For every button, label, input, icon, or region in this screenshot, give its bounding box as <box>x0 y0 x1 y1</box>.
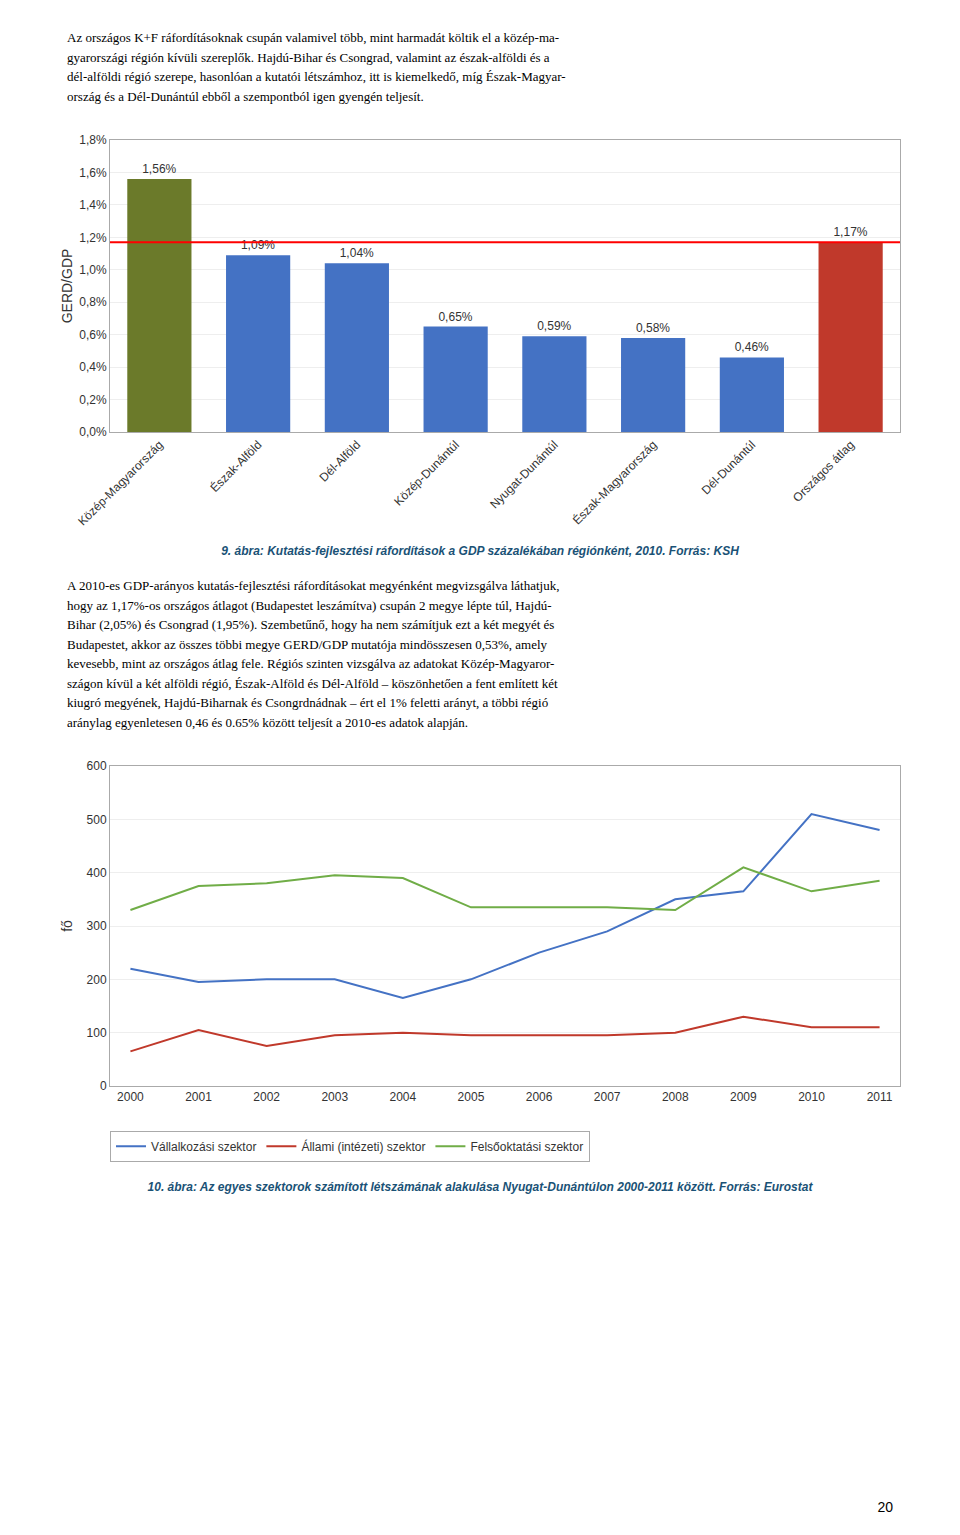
svg-text:1,09%: 1,09% <box>241 238 275 252</box>
svg-text:2011: 2011 <box>867 1090 893 1104</box>
svg-text:1,2%: 1,2% <box>79 231 107 245</box>
svg-text:0,6%: 0,6% <box>79 328 107 342</box>
html-text:20: 20 <box>877 1499 893 1515</box>
svg-text:Észak-Magyarország: Észak-Magyarország <box>569 437 659 527</box>
svg-text:0,0%: 0,0% <box>79 425 107 439</box>
svg-text:200: 200 <box>87 973 107 987</box>
svg-text:2000: 2000 <box>117 1090 144 1104</box>
svg-text:GERD/GDP: GERD/GDP <box>59 249 75 324</box>
svg-text:1,8%: 1,8% <box>79 133 107 147</box>
svg-text:2005: 2005 <box>458 1090 485 1104</box>
svg-text:Vállalkozási szektor: Vállalkozási szektor <box>151 1140 256 1154</box>
svg-text:2001: 2001 <box>185 1090 212 1104</box>
svg-text:0,46%: 0,46% <box>735 340 769 354</box>
svg-text:Felsőoktatási szektor: Felsőoktatási szektor <box>470 1140 583 1154</box>
svg-text:fő: fő <box>59 920 75 932</box>
svg-text:300: 300 <box>87 919 107 933</box>
svg-text:Közép-Dunántúl: Közép-Dunántúl <box>391 438 462 509</box>
html-text:Az országos K+F ráfordításokna: Az országos K+F ráfordításoknak csupán v… <box>67 30 566 104</box>
svg-text:2008: 2008 <box>662 1090 689 1104</box>
svg-text:100: 100 <box>87 1026 107 1040</box>
svg-text:Dél-Alföld: Dél-Alföld <box>317 438 364 485</box>
svg-text:Nyugat-Dunántúl: Nyugat-Dunántúl <box>487 438 561 512</box>
svg-text:2007: 2007 <box>594 1090 621 1104</box>
html-text:A 2010-es GDP-arányos kutatás-: A 2010-es GDP-arányos kutatás-fejlesztés… <box>67 578 560 730</box>
svg-text:2010: 2010 <box>798 1090 825 1104</box>
svg-text:500: 500 <box>87 813 107 827</box>
svg-text:Dél-Dunántúl: Dél-Dunántúl <box>699 438 758 497</box>
svg-text:0,65%: 0,65% <box>438 310 472 324</box>
svg-text:1,56%: 1,56% <box>142 162 176 176</box>
svg-text:2004: 2004 <box>389 1090 416 1104</box>
svg-text:Észak-Alföld: Észak-Alföld <box>207 437 265 495</box>
svg-text:Állami (intézeti) szektor: Állami (intézeti) szektor <box>301 1139 425 1154</box>
svg-text:600: 600 <box>87 759 107 773</box>
svg-text:2002: 2002 <box>253 1090 280 1104</box>
svg-text:2009: 2009 <box>730 1090 757 1104</box>
svg-text:1,4%: 1,4% <box>79 198 107 212</box>
svg-text:0: 0 <box>100 1079 107 1093</box>
svg-text:2003: 2003 <box>321 1090 348 1104</box>
svg-text:0,4%: 0,4% <box>79 360 107 374</box>
svg-text:Országos átlag: Országos átlag <box>790 438 857 505</box>
svg-text:0,2%: 0,2% <box>79 393 107 407</box>
html-text:9. ábra: Kutatás-fejlesztési r: 9. ábra: Kutatás-fejlesztési ráfordításo… <box>221 544 739 558</box>
svg-text:0,8%: 0,8% <box>79 295 107 309</box>
svg-text:Közép-Magyarország: Közép-Magyarország <box>75 438 166 529</box>
svg-text:1,04%: 1,04% <box>340 246 374 260</box>
svg-text:1,17%: 1,17% <box>833 225 867 239</box>
html-text:10. ábra: Az egyes szektorok s: 10. ábra: Az egyes szektorok számított l… <box>147 1180 813 1194</box>
svg-text:2006: 2006 <box>526 1090 553 1104</box>
svg-text:0,58%: 0,58% <box>636 321 670 335</box>
svg-text:1,6%: 1,6% <box>79 166 107 180</box>
svg-text:400: 400 <box>87 866 107 880</box>
svg-text:1,0%: 1,0% <box>79 263 107 277</box>
svg-text:0,59%: 0,59% <box>537 319 571 333</box>
